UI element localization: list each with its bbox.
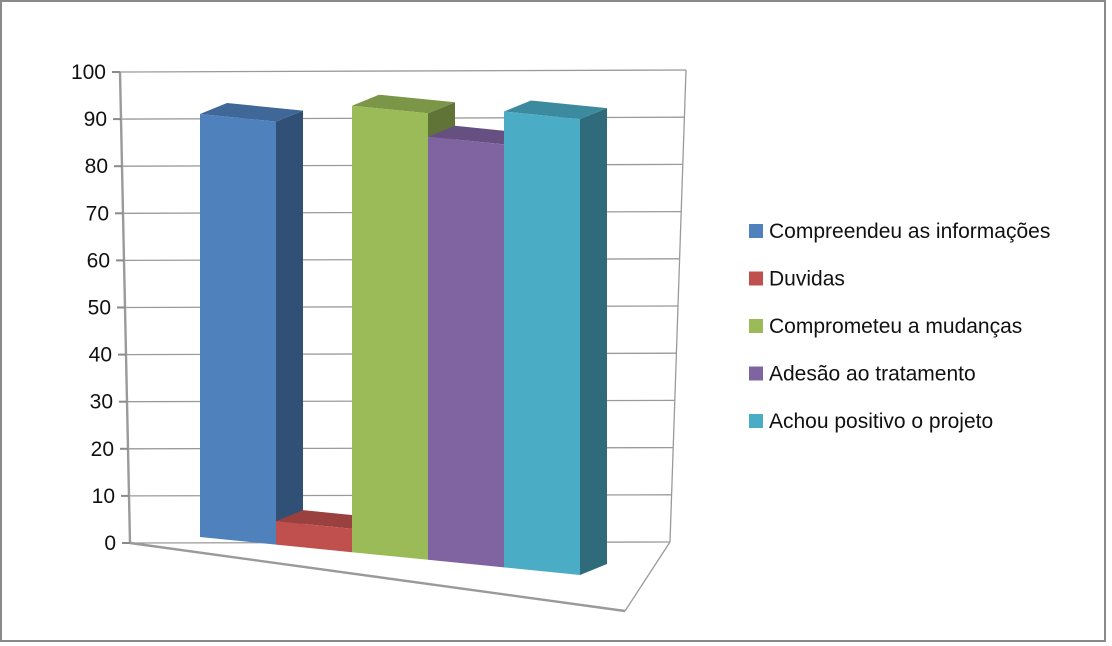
- legend-swatch-4: [749, 366, 763, 381]
- y-tick-label-50: 50: [88, 297, 111, 320]
- y-tick-label-90: 90: [84, 108, 107, 131]
- bar-front-3: [352, 105, 428, 560]
- legend-label-5: Achou positivo o projeto: [769, 410, 993, 433]
- legend-label-3: Comprometeu a mudanças: [769, 315, 1022, 338]
- bar-front-1: [200, 114, 276, 545]
- bar-1: [200, 103, 303, 545]
- bar-side-5: [580, 108, 607, 575]
- legend-item-3: Comprometeu a mudanças: [749, 315, 1022, 338]
- y-tick-label-20: 20: [91, 438, 114, 461]
- legend-swatch-3: [749, 319, 763, 333]
- x-axis-line: [129, 541, 626, 613]
- back-wall-edge: [669, 69, 687, 543]
- y-tick-label-80: 80: [85, 155, 108, 178]
- legend-label-4: Adesão ao tratamento: [769, 363, 976, 386]
- bar-front-4: [428, 136, 504, 568]
- legend-swatch-5: [749, 414, 763, 428]
- y-tick-label-10: 10: [92, 485, 115, 508]
- bar-front-2: [276, 521, 352, 553]
- bar-top-5: [504, 100, 607, 120]
- bar-front-5: [504, 111, 580, 575]
- y-tick-label-60: 60: [87, 249, 110, 272]
- y-tick-label-30: 30: [90, 391, 113, 414]
- legend-swatch-2: [749, 271, 763, 286]
- legend-label-2: Duvidas: [769, 268, 845, 291]
- bar-side-1: [276, 110, 303, 545]
- bar-top-1: [200, 103, 303, 122]
- legend-swatch-1: [749, 224, 763, 238]
- y-tick-label-40: 40: [89, 344, 112, 367]
- legend-item-4: Adesão ao tratamento: [749, 363, 976, 386]
- legend: Compreendeu as informações Duvidas Comprom…: [749, 220, 1050, 433]
- bar-5: [504, 100, 607, 575]
- legend-item-5: Achou positivo o projeto: [749, 410, 993, 433]
- y-tick-label-70: 70: [86, 202, 109, 225]
- legend-label-1: Compreendeu as informações: [769, 220, 1050, 243]
- bar-top-3: [352, 94, 455, 114]
- gridline-100: [119, 69, 687, 73]
- legend-item-1: Compreendeu as informações: [749, 220, 1050, 243]
- legend-item-2: Duvidas: [749, 268, 845, 291]
- y-tick-label-100: 100: [71, 61, 106, 84]
- floor-edge: [624, 541, 671, 612]
- y-tick-label-0: 0: [104, 532, 116, 555]
